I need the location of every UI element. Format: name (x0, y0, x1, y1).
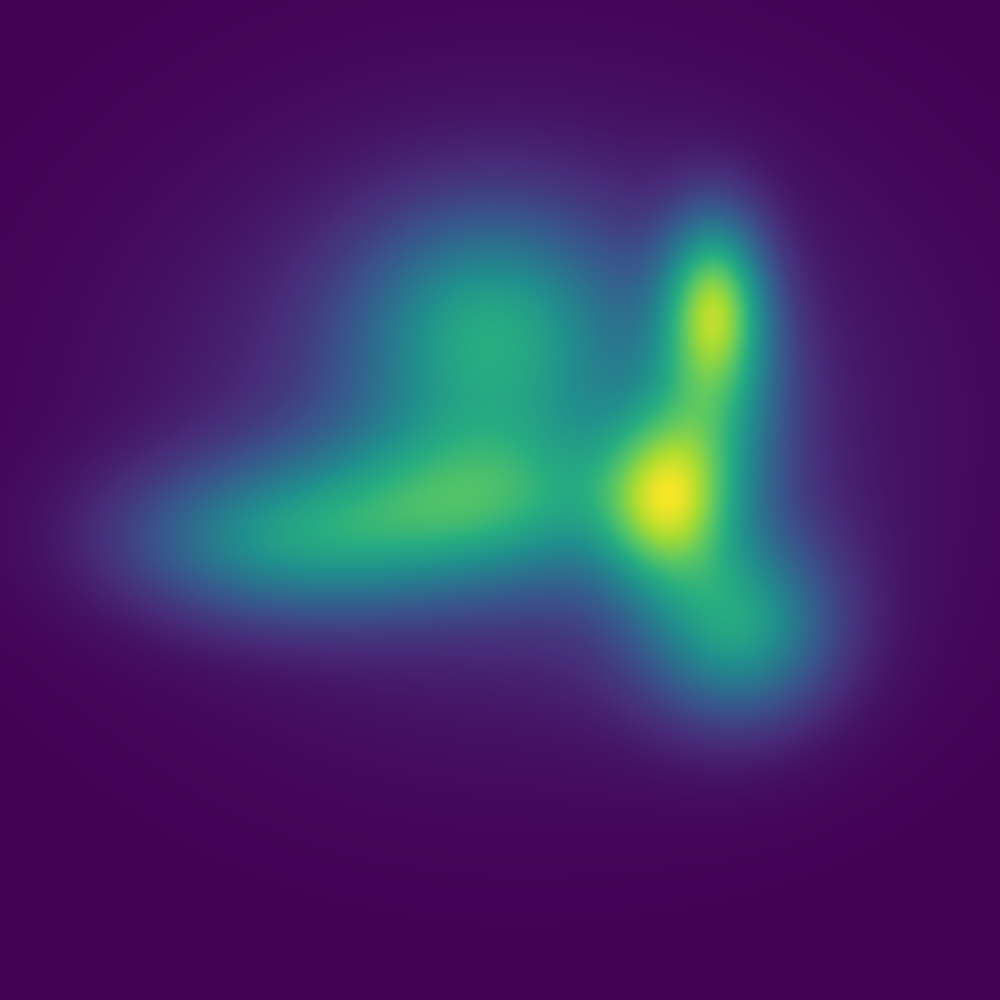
heatmap-density-field (0, 0, 1000, 1000)
heatmap-plot-area (0, 0, 1000, 1000)
